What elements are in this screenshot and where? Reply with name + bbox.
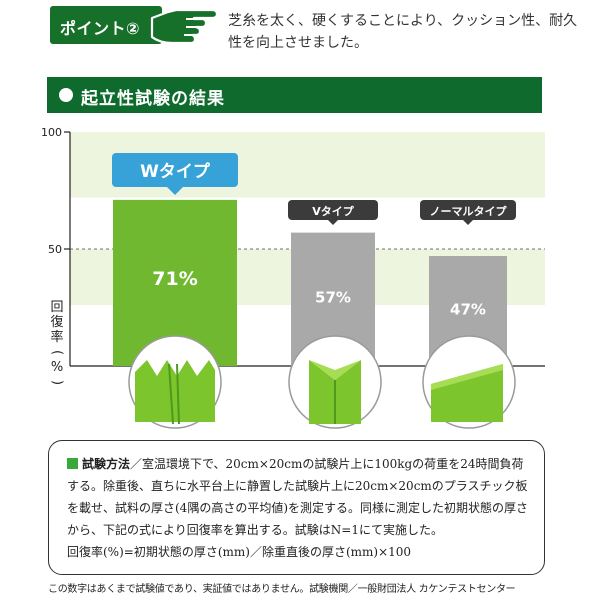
w-yarn-shape: [135, 360, 215, 422]
y-axis-label: 回復率 (%): [47, 300, 67, 390]
category-label-1: Wタイプ: [140, 161, 211, 182]
v-yarn-top: [309, 360, 361, 380]
footnote: この数字はあくまで試験値であり、実証値ではありません。試験機関／一般財団法人 カ…: [48, 584, 516, 595]
category-tag-pointer-1: [167, 187, 183, 195]
normal-yarn-top: [431, 364, 503, 390]
y-axis-label-char: (: [49, 349, 65, 356]
category-label-2: Vタイプ: [312, 204, 355, 218]
y-axis-label-char: 回: [50, 300, 64, 315]
y-tick-label: 50: [48, 243, 62, 256]
category-label-3: ノーマルタイプ: [430, 204, 508, 218]
y-axis-label-char: 復: [50, 315, 64, 330]
bar-value-label-2: 57%: [315, 288, 351, 306]
pointing-hand-icon: [150, 8, 219, 45]
intro-line-2: 性を向上させました。: [228, 35, 368, 51]
bar-value-label-3: 47%: [450, 301, 486, 319]
section-title-bar: 起立性試験の結果: [47, 77, 542, 113]
intro-line-1: 芝糸を太く、硬くすることにより、クッション性、耐久: [228, 13, 578, 29]
test-method-body: ／室温環境下で、20cm×20cmの試験片上に100kgの荷重を24時間負荷する…: [67, 457, 529, 537]
green-square-icon: [67, 458, 78, 469]
category-tag-pointer-3: [463, 220, 473, 225]
y-axis-label-char: %: [50, 360, 64, 375]
normal-yarn-shape: [431, 364, 503, 422]
bullet-icon: [59, 88, 73, 102]
y-tick-label: 100: [41, 126, 62, 139]
category-tag-1: [112, 153, 238, 187]
test-method-heading: 試験方法: [82, 457, 131, 471]
w-yarn-crease: [168, 363, 180, 425]
category-tag-3: [420, 200, 516, 220]
y-axis-label-char: 率: [50, 330, 64, 345]
y-axis-label-char: ): [49, 379, 65, 386]
category-tag-2: [288, 200, 378, 220]
point-badge: ポイント②: [50, 6, 162, 44]
point-badge-label: ポイント②: [60, 19, 141, 38]
bar-value-label-1: 71%: [152, 268, 197, 290]
recovery-rate-chart: 100 50 71% Wタイプ 57% Vタイプ 47% ノーマルタイプ: [41, 126, 545, 429]
test-method-box: 試験方法／室温環境下で、20cm×20cmの試験片上に100kgの荷重を24時間…: [48, 440, 545, 575]
test-method-text: 試験方法／室温環境下で、20cm×20cmの試験片上に100kgの荷重を24時間…: [67, 453, 533, 563]
intro-text: 芝糸を太く、硬くすることにより、クッション性、耐久 性を向上させました。: [228, 10, 578, 54]
test-method-formula: 回復率(%)=初期状態の厚さ(mm)／除重直後の厚さ(mm)×100: [67, 545, 412, 559]
section-title: 起立性試験の結果: [81, 89, 225, 109]
category-tag-pointer-2: [328, 220, 338, 225]
